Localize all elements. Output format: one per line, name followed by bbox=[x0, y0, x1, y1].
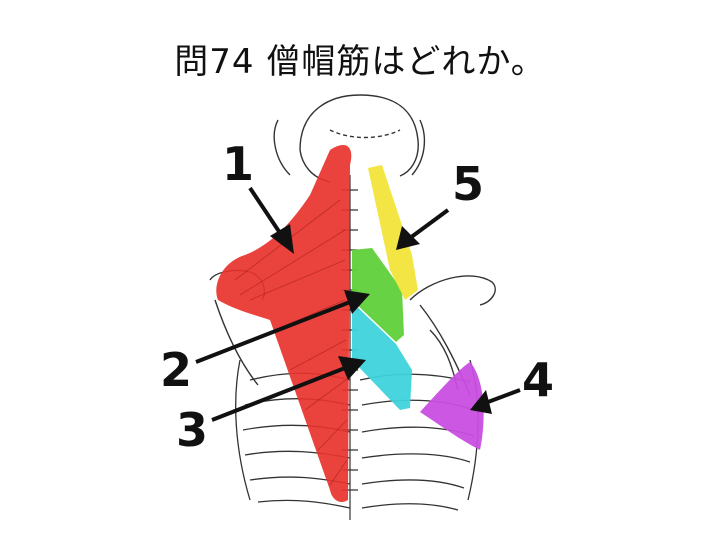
arrow-3 bbox=[211, 366, 346, 422]
arrow-5 bbox=[408, 208, 450, 240]
arrow-2-head bbox=[344, 290, 370, 314]
spine-outline bbox=[342, 175, 358, 520]
label-2: 2 bbox=[160, 343, 192, 397]
arrow-1 bbox=[248, 186, 284, 238]
arrow-1-head bbox=[270, 224, 294, 254]
muscle-5 bbox=[368, 165, 418, 300]
muscle-3 bbox=[352, 302, 412, 410]
muscle-1 bbox=[216, 145, 352, 502]
arrow-4 bbox=[487, 388, 521, 404]
label-1: 1 bbox=[222, 137, 254, 191]
rib-cage-outline bbox=[235, 359, 479, 511]
question-title: 問74 僧帽筋はどれか。 bbox=[174, 42, 546, 82]
muscle-1-fibers bbox=[234, 199, 348, 486]
muscle-4 bbox=[420, 362, 484, 450]
arrow-3-head bbox=[338, 356, 366, 380]
skull-outline bbox=[273, 94, 426, 183]
arrow-2 bbox=[195, 300, 351, 364]
label-3: 3 bbox=[176, 403, 208, 457]
label-5: 5 bbox=[452, 157, 484, 211]
muscle-2 bbox=[352, 248, 404, 342]
arrow-5-head bbox=[396, 226, 420, 250]
arrows bbox=[195, 186, 521, 422]
label-4: 4 bbox=[522, 353, 554, 407]
arrow-4-head bbox=[470, 390, 492, 414]
